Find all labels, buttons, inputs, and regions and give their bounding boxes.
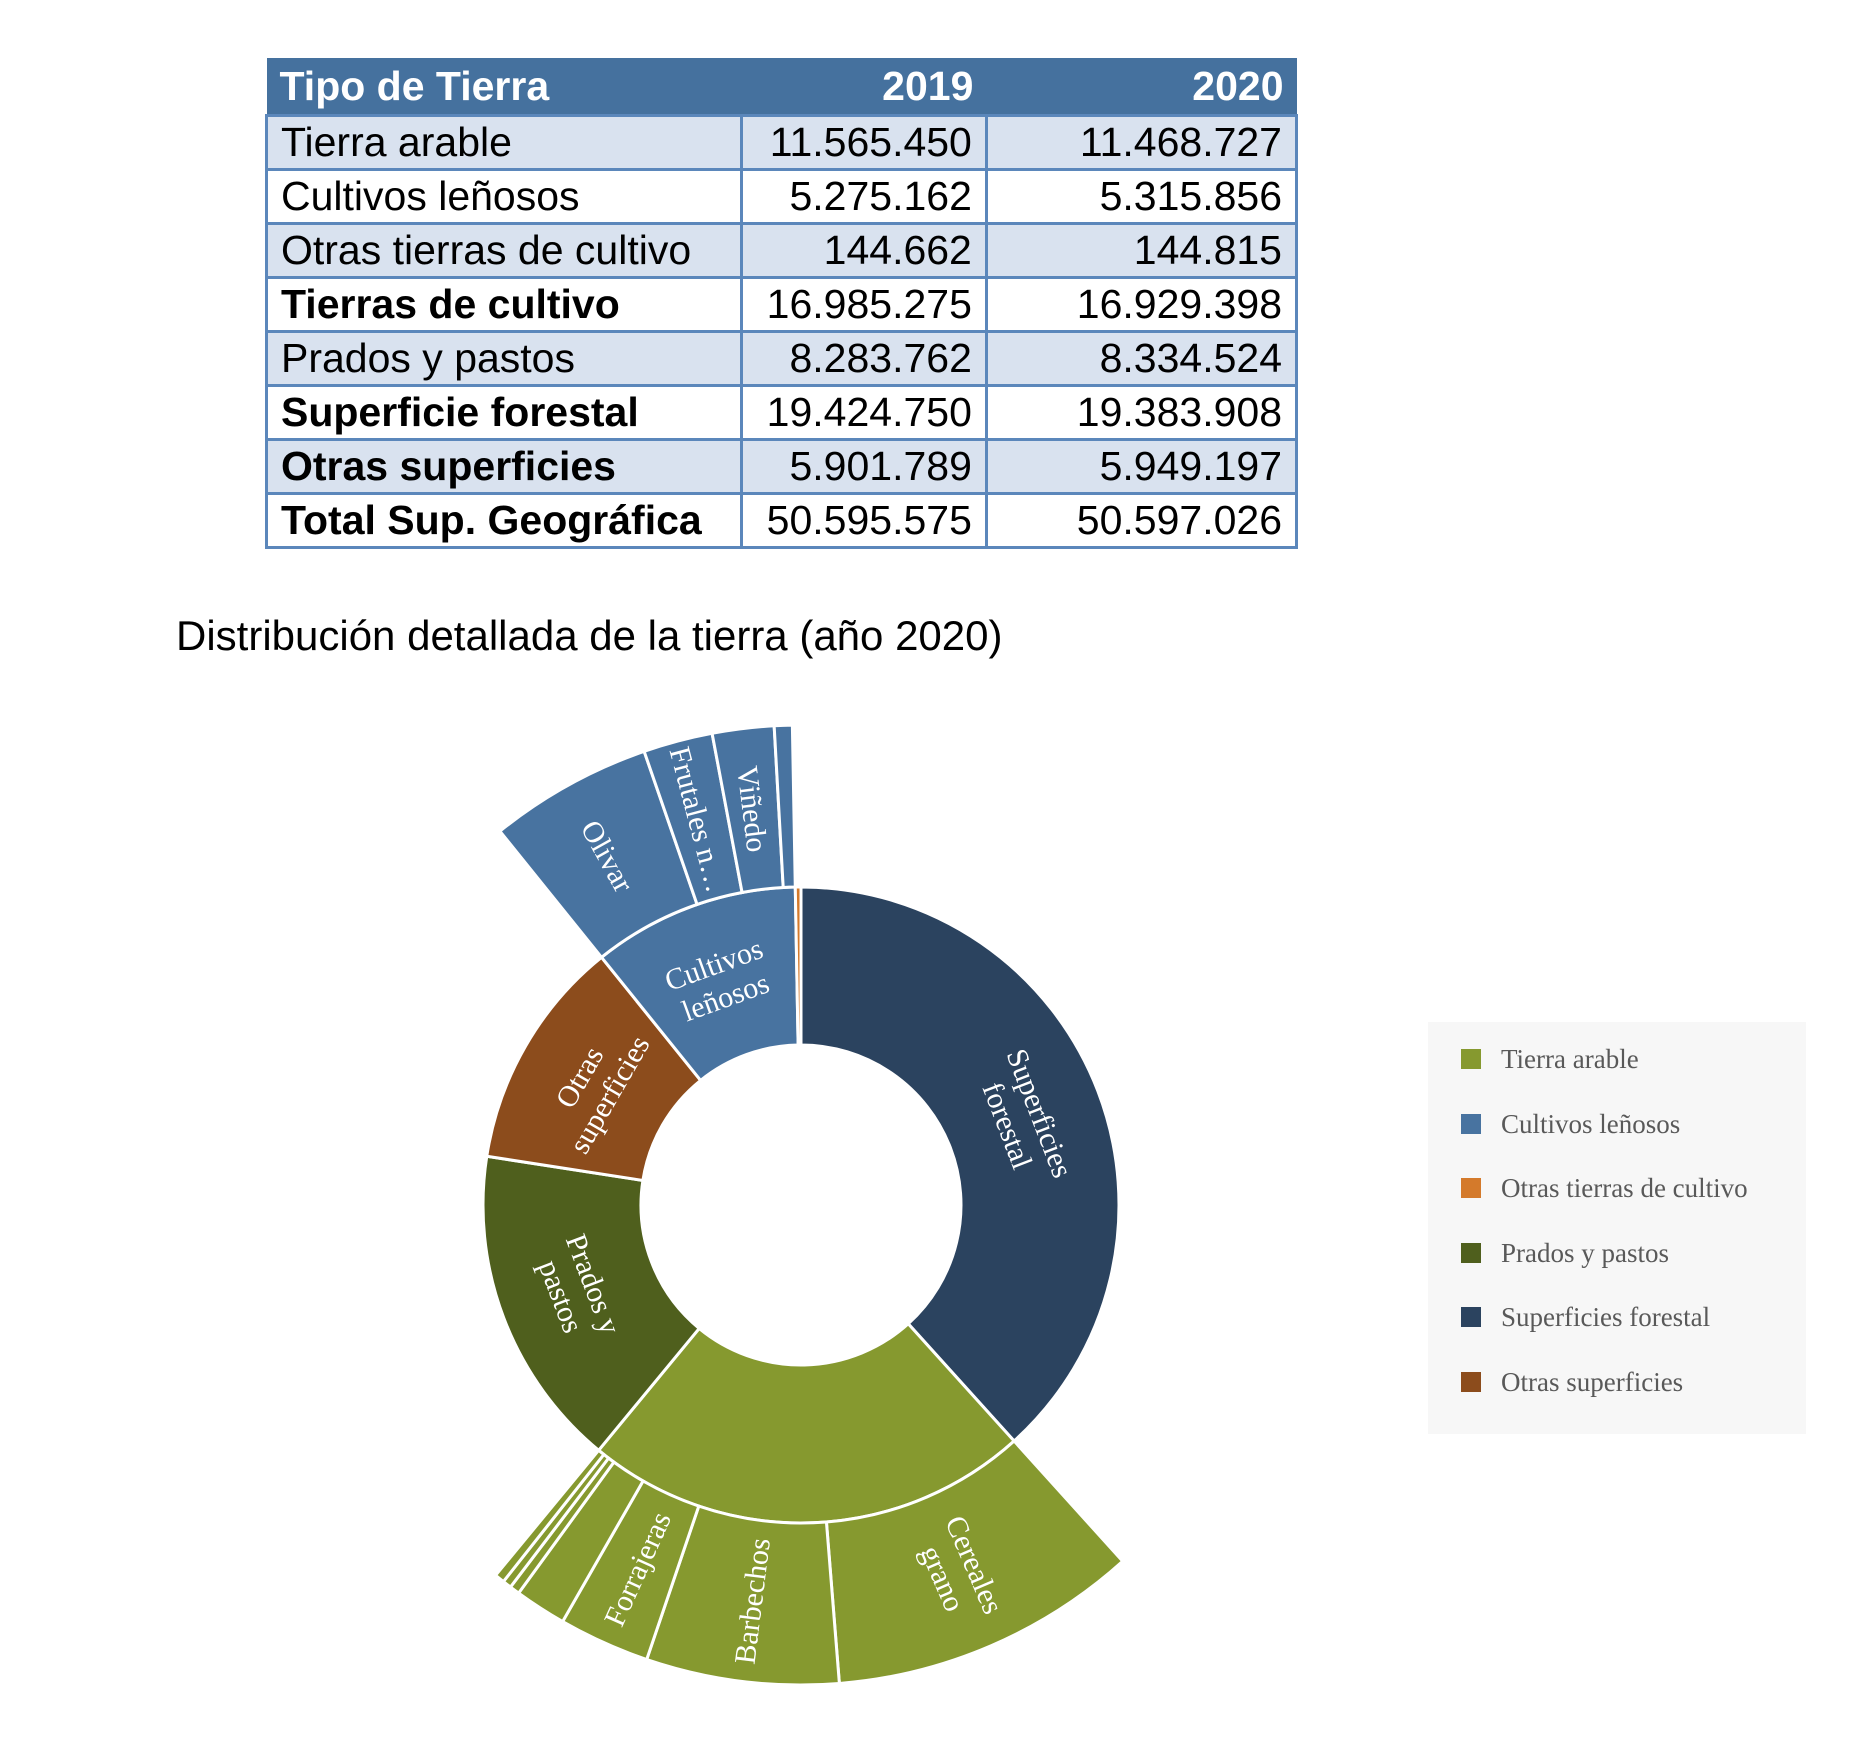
legend-swatch	[1461, 1372, 1481, 1392]
legend-label: Prados y pastos	[1501, 1237, 1669, 1268]
row-label: Cultivos leñosos	[264, 168, 744, 225]
legend-swatch	[1461, 1307, 1481, 1327]
legend-label: Otras tierras de cultivo	[1501, 1172, 1748, 1203]
legend-swatch	[1461, 1243, 1481, 1263]
legend-item-prados-y-pastos: Prados y pastos	[1461, 1235, 1669, 1271]
column-header-tipo: Tipo de Tierra	[266, 58, 742, 116]
row-label: Tierra arable	[264, 114, 744, 171]
chart-subtitle: Distribución detallada de la tierra (año…	[176, 612, 1003, 659]
value-2019: 50.595.575	[740, 492, 988, 549]
chart-legend: Tierra arable Cultivos leñosos Otras tie…	[1428, 1022, 1806, 1434]
legend-item-cultivos-lenosos: Cultivos leñosos	[1461, 1106, 1680, 1142]
value-2020: 144.815	[984, 222, 1299, 279]
value-2020: 8.334.524	[984, 330, 1299, 387]
table-row: Otras superficies 5.901.789 5.949.197	[264, 438, 1299, 495]
sunburst-segment-superficies-forestal	[799, 885, 1121, 1444]
legend-item-otras-tierras-de-cultivo: Otras tierras de cultivo	[1461, 1170, 1748, 1206]
value-2019: 5.275.162	[740, 168, 988, 225]
legend-label: Otras superficies	[1501, 1366, 1684, 1397]
row-label: Otras superficies	[264, 438, 744, 495]
row-label: Total Sup. Geográfica	[264, 492, 744, 549]
value-2019: 8.283.762	[740, 330, 988, 387]
value-2020: 5.315.856	[984, 168, 1299, 225]
value-2019: 144.662	[740, 222, 988, 279]
value-2020: 11.468.727	[984, 114, 1299, 171]
table-row: Otras tierras de cultivo 144.662 144.815	[264, 222, 1299, 279]
table-row: Tierra arable 11.565.450 11.468.727	[264, 114, 1299, 171]
legend-item-otras-superficies: Otras superficies	[1461, 1364, 1683, 1400]
legend-swatch	[1461, 1114, 1481, 1134]
table-row: Total Sup. Geográfica 50.595.575 50.597.…	[264, 492, 1299, 549]
value-2019: 11.565.450	[740, 114, 988, 171]
legend-label: Superficies forestal	[1501, 1301, 1711, 1332]
value-2020: 50.597.026	[984, 492, 1299, 549]
sunburst-segment-prados-y-pastos	[481, 1154, 702, 1453]
row-label: Superficie forestal	[264, 384, 744, 441]
value-2020: 5.949.197	[984, 438, 1299, 495]
column-header-2019: 2019	[741, 58, 987, 116]
value-2020: 19.383.908	[984, 384, 1299, 441]
legend-label: Cultivos leñosos	[1501, 1108, 1681, 1139]
sunburst-segment-otras-tierras-de-cultivo	[793, 885, 803, 1047]
land-type-table: Tipo de Tierra 2019 2020 Tierra arable 1…	[264, 58, 1299, 549]
table-row: Prados y pastos 8.283.762 8.334.524	[264, 330, 1299, 387]
legend-label: Tierra arable	[1501, 1043, 1639, 1074]
column-header-2020: 2020	[986, 58, 1297, 116]
value-2019: 5.901.789	[740, 438, 988, 495]
table-header-row: Tipo de Tierra 2019 2020	[266, 58, 1297, 116]
row-label: Otras tierras de cultivo	[264, 222, 744, 279]
row-label: Tierras de cultivo	[264, 276, 744, 333]
table-row: Tierras de cultivo 16.985.275 16.929.398	[264, 276, 1299, 333]
legend-swatch	[1461, 1178, 1481, 1198]
table-row: Cultivos leñosos 5.275.162 5.315.856	[264, 168, 1299, 225]
legend-item-superficies-forestal: Superficies forestal	[1461, 1299, 1710, 1335]
legend-swatch	[1461, 1049, 1481, 1069]
value-2019: 19.424.750	[740, 384, 988, 441]
value-2020: 16.929.398	[984, 276, 1299, 333]
legend-item-tierra-arable: Tierra arable	[1461, 1041, 1639, 1077]
row-label: Prados y pastos	[264, 330, 744, 387]
value-2019: 16.985.275	[740, 276, 988, 333]
table-row: Superficie forestal 19.424.750 19.383.90…	[264, 384, 1299, 441]
